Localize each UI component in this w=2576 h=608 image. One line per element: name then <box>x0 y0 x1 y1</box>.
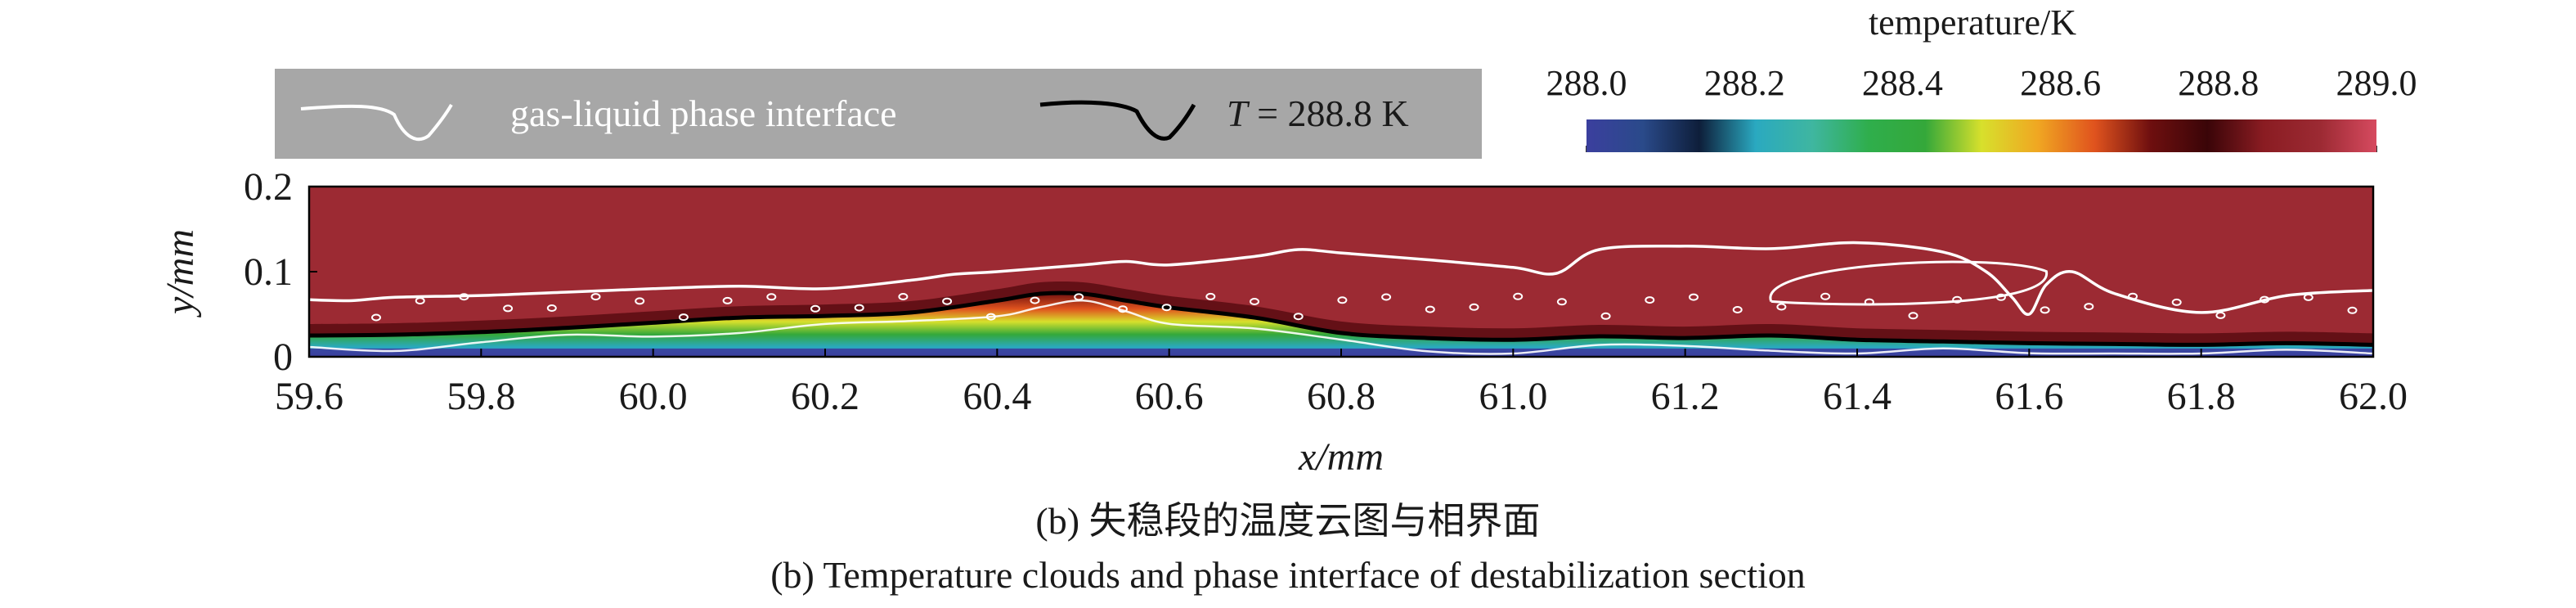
y-axis-label: y/mm <box>159 229 202 318</box>
legend-box <box>275 69 1482 159</box>
colorbar-tick-label: 288.8 <box>2178 63 2259 103</box>
interface-droplet <box>1205 292 1216 300</box>
legend-swatch-isotherm <box>1039 100 1196 141</box>
x-axis-ticks: 59.6 59.8 60.0 60.2 60.4 60.6 60.8 61.0 61.2 61.4… <box>275 349 2408 418</box>
interface-droplet <box>546 304 557 312</box>
interface-droplet <box>590 293 601 301</box>
x-tick-label: 60.6 <box>1135 375 1204 418</box>
interface-droplet <box>2215 311 2226 319</box>
interface-droplet <box>1117 305 1128 313</box>
x-axis-label: x/mm <box>1298 435 1384 479</box>
contour-dark-band <box>309 281 2373 345</box>
interface-droplet <box>722 296 733 304</box>
interface-droplet <box>2084 303 2094 311</box>
interface-droplet <box>2260 295 2270 304</box>
x-tick-label: 60.2 <box>791 375 859 418</box>
interface-droplet <box>1776 303 1787 311</box>
interface-droplet <box>1995 293 2006 301</box>
x-tick-label: 61.4 <box>1823 375 1892 418</box>
colorbar-tick-label: 288.0 <box>1546 63 1627 103</box>
x-tick-label: 61.6 <box>1995 375 2063 418</box>
interface-droplet <box>503 304 514 313</box>
legend-label-isotherm-rest: = 288.8 K <box>1248 92 1409 134</box>
legend-label-isotherm: T = 288.8 K <box>1227 92 1409 134</box>
plot-area: 59.6 59.8 60.0 60.2 60.4 60.6 60.8 61.0 61.2 61.4… <box>159 165 2408 479</box>
x-tick-label: 61.2 <box>1651 375 1720 418</box>
interface-droplet <box>1864 298 1874 306</box>
interface-droplets <box>371 292 2358 322</box>
x-tick-label: 60.0 <box>619 375 688 418</box>
x-tick-label: 62.0 <box>2339 375 2408 418</box>
interface-droplet <box>942 297 953 305</box>
x-tick-label: 60.8 <box>1307 375 1376 418</box>
interface-droplet <box>1381 293 1392 301</box>
y-tick-label: 0.1 <box>244 250 293 294</box>
interface-line-secondary <box>309 299 2373 355</box>
interface-droplet <box>985 313 996 321</box>
interface-droplet <box>898 293 909 300</box>
interface-droplet <box>1513 292 1524 300</box>
interface-droplet <box>810 304 820 313</box>
interface-droplet <box>2040 306 2050 314</box>
interface-droplet <box>2128 292 2138 300</box>
interface-line <box>309 241 2373 316</box>
interface-droplet <box>766 293 777 301</box>
colorbar-tick-label: 288.2 <box>1704 63 1785 103</box>
interface-droplet <box>415 297 425 305</box>
interface-droplet <box>1645 296 1655 304</box>
interface-droplet <box>2303 293 2313 301</box>
interface-droplet <box>1820 292 1831 300</box>
interface-droplet <box>1161 304 1172 312</box>
colorbar-label: temperature/K <box>1869 2 2076 43</box>
interface-droplet <box>1908 312 1919 320</box>
interface-droplet <box>678 313 689 322</box>
colorbar-tick-label: 288.4 <box>1862 63 1943 103</box>
interface-droplet <box>1556 298 1567 306</box>
figure-caption-chinese: (b) 失稳段的温度云图与相界面 <box>1035 500 1541 542</box>
legend: gas-liquid phase interface T = 288.8 K <box>275 69 1482 159</box>
interface-droplet <box>2171 298 2182 306</box>
colorbar-tick-label: 288.6 <box>2020 63 2101 103</box>
interface-droplet <box>371 313 381 322</box>
figure-caption-english: (b) Temperature clouds and phase interfa… <box>770 554 1806 596</box>
interface-droplet <box>2347 306 2358 314</box>
x-tick-label: 60.4 <box>963 375 1031 418</box>
colorbar-tick-label: 289.0 <box>2336 63 2417 103</box>
interface-droplet <box>1337 296 1348 304</box>
legend-label-isotherm-var: T <box>1227 92 1250 134</box>
interface-droplet <box>1732 306 1743 313</box>
interface-droplet <box>1952 295 1963 304</box>
interface-droplet <box>854 304 864 312</box>
interface-droplet <box>1600 312 1611 320</box>
colorbar: temperature/K 288.0 288.2 288.4 288.6 288.8 2… <box>1546 2 2417 152</box>
interface-droplet <box>1250 298 1259 305</box>
y-axis-ticks: 0 0.1 0.2 <box>244 165 317 379</box>
legend-swatch-interface <box>300 103 453 141</box>
y-tick-label: 0.2 <box>244 165 293 209</box>
x-tick-label: 59.6 <box>275 375 343 418</box>
x-tick-label: 61.0 <box>1479 375 1547 418</box>
interface-droplet <box>459 293 469 301</box>
x-tick-label: 59.8 <box>447 375 515 418</box>
interface-droplet <box>1293 313 1304 321</box>
colorbar-scale <box>1586 119 2376 152</box>
isotherm-line <box>309 290 2373 347</box>
colorbar-ticks: 288.0 288.2 288.4 288.6 288.8 289.0 <box>1546 63 2417 152</box>
interface-droplet <box>1425 305 1435 313</box>
interface-droplet <box>1469 303 1479 311</box>
y-tick-label: 0 <box>273 336 293 379</box>
interface-droplet <box>1689 293 1699 301</box>
legend-label-interface: gas-liquid phase interface <box>510 92 897 134</box>
interface-droplet <box>635 297 645 305</box>
x-tick-label: 61.8 <box>2167 375 2236 418</box>
interface-droplet <box>1030 296 1040 304</box>
interface-droplet <box>1074 293 1084 301</box>
